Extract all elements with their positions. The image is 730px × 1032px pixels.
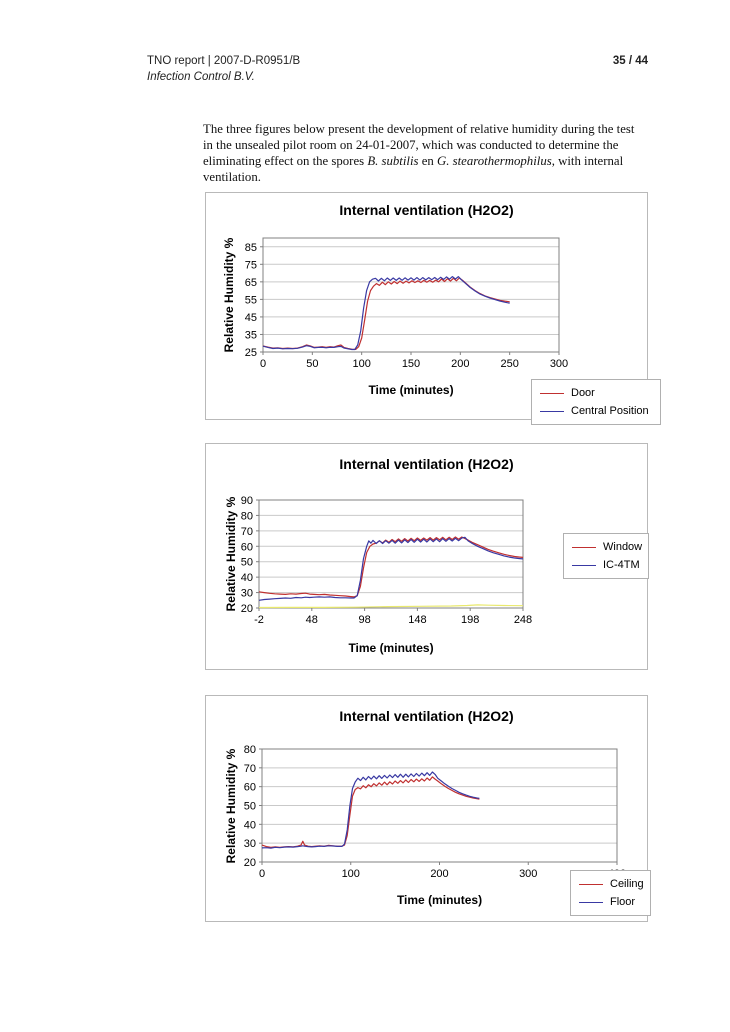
y-tick-label: 40 (241, 572, 253, 584)
legend-label: Door (571, 387, 595, 399)
x-tick-label: 248 (514, 614, 532, 626)
series-line-unlabeled (258, 604, 524, 609)
x-tick-label: 200 (451, 358, 469, 370)
chart-legend: Ceiling Floor (570, 870, 651, 916)
series-line-ic-4tm (258, 536, 524, 601)
x-tick-label: 100 (342, 868, 360, 880)
chart-plot-area: -2 48 98 148 198 248 20 30 40 50 60 70 80 90 (241, 495, 532, 626)
y-tick-label: 70 (244, 763, 256, 775)
y-tick-label: 20 (241, 603, 253, 615)
x-tick-label: 200 (430, 868, 448, 880)
y-tick-label: 45 (245, 312, 257, 324)
legend-line-sample (579, 883, 603, 885)
x-tick-label: 198 (461, 614, 479, 626)
paragraph-text: en (418, 153, 437, 168)
series-line-ceiling (261, 776, 480, 848)
x-axis-title: Time (minutes) (368, 383, 454, 397)
species-name: B. subtilis (367, 153, 419, 168)
y-tick-label: 70 (241, 526, 253, 538)
y-tick-label: 30 (244, 838, 256, 850)
x-tick-label: 100 (352, 358, 370, 370)
chart-title: Internal ventilation (H2O2) (339, 708, 514, 724)
plot-border (258, 499, 524, 609)
chart-figure-2: -2 48 98 148 198 248 20 30 40 50 60 70 80 90 Internal… (205, 443, 650, 670)
legend-label: Floor (610, 896, 636, 908)
page-header: TNO report | 2007-D-R0951/B 35 / 44 Infe… (147, 55, 648, 83)
chart-figure-3: 010020030040020304050607080 Internal ven… (205, 695, 651, 922)
y-tick-label: 50 (244, 801, 256, 813)
legend-line-sample (572, 564, 596, 566)
legend-item: Central Position (540, 402, 654, 420)
x-axis-title: Time (minutes) (348, 641, 434, 655)
y-tick-label: 75 (245, 259, 257, 271)
legend-line-sample (540, 392, 564, 394)
legend-item: Ceiling (579, 875, 644, 893)
y-tick-label: 20 (244, 857, 256, 869)
chart-plot-area: 0 50 100 150 200 250 300 25 35 45 55 65 75 85 (245, 237, 568, 370)
chart-figure-1: 0 50 100 150 200 250 300 25 35 45 55 65 75 85 Interna… (205, 192, 661, 425)
x-tick-label: 98 (358, 614, 370, 626)
y-tick-label: 85 (245, 242, 257, 254)
report-title: TNO report | 2007-D-R0951/B (147, 55, 301, 67)
y-axis-title: Relative Humidity % (222, 237, 236, 353)
x-axis-title: Time (minutes) (396, 893, 483, 907)
y-tick-label: 55 (245, 294, 257, 306)
x-tick-label: 300 (550, 358, 568, 370)
x-tick-label: 250 (500, 358, 518, 370)
species-name: G. stearothermophilus (437, 153, 552, 168)
chart-legend: Door Central Position (531, 379, 661, 425)
legend-item: Floor (579, 893, 644, 911)
legend-line-sample (572, 546, 596, 548)
y-tick-label: 40 (244, 819, 256, 831)
x-tick-label: 50 (306, 358, 318, 370)
legend-item: Door (540, 384, 654, 402)
y-tick-label: 35 (245, 329, 257, 341)
x-tick-label: 150 (402, 358, 420, 370)
x-tick-label: 300 (519, 868, 537, 880)
x-tick-label: 148 (408, 614, 426, 626)
x-tick-label: -2 (254, 614, 264, 626)
page-number: 35 / 44 (612, 55, 648, 67)
y-axis-title: Relative Humidity % (224, 748, 238, 864)
chart-title: Internal ventilation (H2O2) (339, 456, 514, 472)
legend-item: IC-4TM (572, 556, 642, 574)
report-subtitle: Infection Control B.V. (147, 71, 255, 83)
legend-item: Window (572, 538, 642, 556)
legend-line-sample (579, 901, 603, 903)
legend-label: Window (603, 541, 643, 553)
y-axis-title: Relative Humidity % (224, 496, 238, 612)
chart-title: Internal ventilation (H2O2) (339, 202, 514, 218)
y-tick-label: 80 (241, 510, 253, 522)
y-tick-label: 65 (245, 277, 257, 289)
y-tick-label: 25 (245, 347, 257, 359)
y-tick-label: 80 (244, 744, 256, 756)
x-tick-label: 48 (306, 614, 318, 626)
body-paragraph: The three figures below present the deve… (203, 121, 639, 185)
chart-legend: Window IC-4TM (563, 533, 650, 579)
y-tick-label: 60 (241, 541, 253, 553)
y-tick-label: 60 (244, 782, 256, 794)
y-tick-label: 90 (241, 495, 253, 507)
legend-label: Central Position (571, 405, 649, 417)
y-tick-label: 50 (241, 557, 253, 569)
legend-line-sample (540, 410, 564, 412)
paragraph-text: The three figures below present the deve… (203, 121, 635, 168)
series-line-central-position (262, 275, 510, 351)
paragraph-text: , with internal ventilation. (203, 153, 624, 184)
x-tick-label: 0 (259, 868, 265, 880)
legend-label: Ceiling (610, 878, 644, 890)
legend-label: IC-4TM (603, 559, 640, 571)
y-tick-label: 30 (241, 588, 253, 600)
series-line-floor (261, 771, 480, 849)
x-tick-label: 0 (260, 358, 266, 370)
